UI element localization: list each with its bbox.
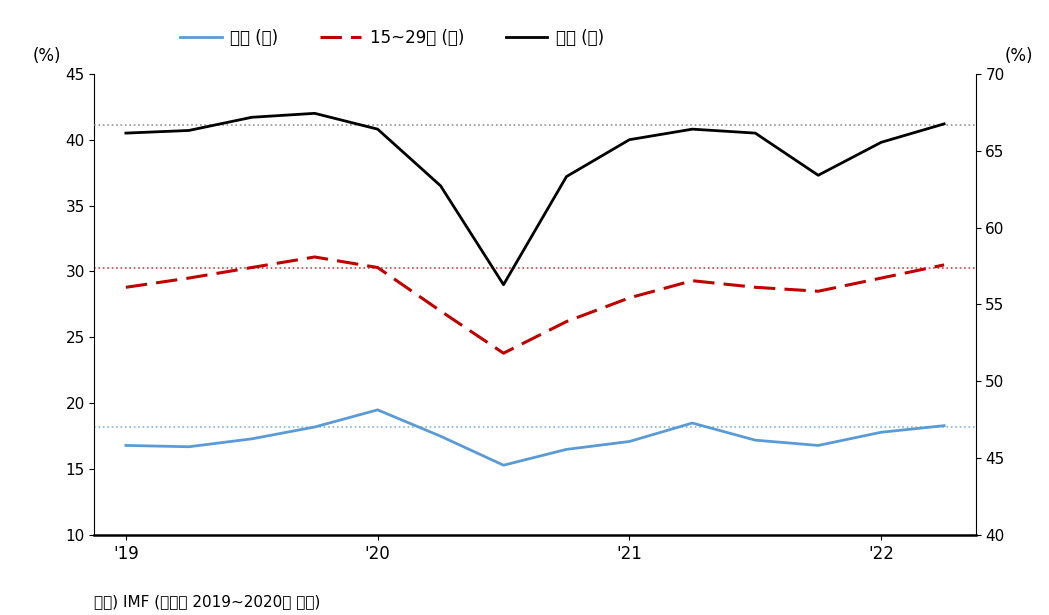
Text: (%): (%) <box>33 47 61 65</box>
Text: (%): (%) <box>1004 47 1033 65</box>
Legend: 여성 (좌), 15~29세 (좌), 남성 (우): 여성 (좌), 15~29세 (좌), 남성 (우) <box>173 22 611 54</box>
Text: 자료) IMF (점선은 2019~2020년 평균): 자료) IMF (점선은 2019~2020년 평균) <box>94 594 321 609</box>
